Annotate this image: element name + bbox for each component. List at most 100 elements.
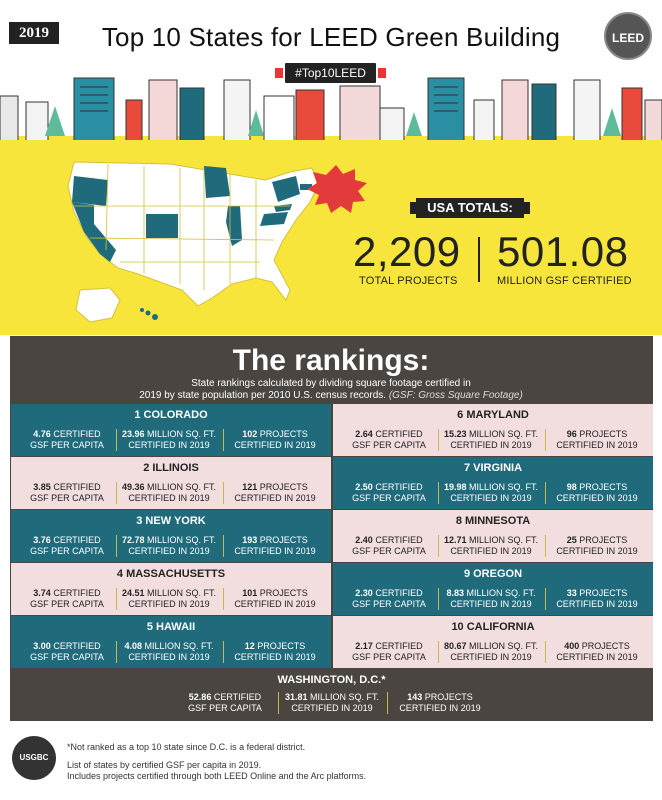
state-name: 10 CALIFORNIA — [451, 621, 535, 633]
usgbc-logo: USGBC — [12, 736, 56, 780]
million-sqft: 19.98 MILLION SQ. FT. CERTIFIED IN 2019 — [443, 482, 539, 503]
divider — [116, 482, 117, 504]
state-card: 5 HAWAII 3.00 CERTIFIED GSF PER CAPITA 4.08… — [11, 616, 331, 668]
state-name: 9 OREGON — [463, 568, 523, 580]
state-alaska — [75, 287, 121, 323]
million-sqft: 4.08 MILLION SQ. FT. CERTIFIED IN 2019 — [124, 641, 214, 662]
state-name: 6 MARYLAND — [457, 409, 529, 421]
divider — [545, 588, 546, 610]
million-sqft: 8.83 MILLION SQ. FT. CERTIFIED IN 2019 — [446, 588, 536, 609]
divider — [545, 429, 546, 451]
dc-gsf-per-capita: 52.86 CERTIFIED GSF PER CAPITA — [188, 692, 262, 713]
million-sqft: 12.71 MILLION SQ. FT. CERTIFIED IN 2019 — [443, 535, 539, 556]
state-oregon — [72, 176, 108, 206]
year-badge: 2019 — [9, 22, 59, 44]
divider — [438, 429, 439, 451]
projects-count: 101 PROJECTS CERTIFIED IN 2019 — [234, 588, 316, 609]
gsf-per-capita: 3.76 CERTIFIED GSF PER CAPITA — [30, 535, 104, 556]
gsf-per-capita: 2.30 CERTIFIED GSF PER CAPITA — [352, 588, 426, 609]
projects-count: 193 PROJECTS CERTIFIED IN 2019 — [234, 535, 316, 556]
million-sqft: 80.67 MILLION SQ. FT. CERTIFIED IN 2019 — [443, 641, 539, 662]
state-card: 3 NEW YORK 3.76 CERTIFIED GSF PER CAPITA 72… — [11, 510, 331, 562]
divider — [223, 535, 224, 557]
wow-burst-icon — [307, 165, 367, 213]
state-card: 4 MASSACHUSETTS 3.74 CERTIFIED GSF PER CAP… — [11, 563, 331, 615]
hashtag-label: #Top10LEED — [275, 63, 386, 83]
state-card: 6 MARYLAND 2.64 CERTIFIED GSF PER CAPITA 15… — [333, 404, 653, 456]
state-card: 1 COLORADO 4.76 CERTIFIED GSF PER CAPITA 23… — [11, 404, 331, 456]
divider — [545, 641, 546, 663]
projects-count: 102 PROJECTS CERTIFIED IN 2019 — [234, 429, 316, 450]
dc-million-sqft: 31.81 MILLION SQ. FT. CERTIFIED IN 2019 — [284, 692, 380, 713]
state-name: 2 ILLINOIS — [143, 462, 199, 474]
million-sqft: 49.36 MILLION SQ. FT. CERTIFIED IN 2019 — [121, 482, 217, 503]
million-sqft: 23.96 MILLION SQ. FT. CERTIFIED IN 2019 — [121, 429, 217, 450]
state-card: 10 CALIFORNIA 2.17 CERTIFIED GSF PER CAPIT… — [333, 616, 653, 668]
state-colorado — [146, 214, 178, 238]
gsf-per-capita: 3.00 CERTIFIED GSF PER CAPITA — [30, 641, 104, 662]
state-name: 1 COLORADO — [134, 409, 208, 421]
total-gsf-label: MILLION GSF CERTIFIED — [497, 275, 632, 287]
dc-name: WASHINGTON, D.C.* — [277, 674, 386, 686]
divider — [438, 641, 439, 663]
state-california — [72, 202, 116, 262]
state-name: 5 HAWAII — [146, 621, 196, 633]
dc-card: WASHINGTON, D.C.* 52.86 CERTIFIED GSF PER… — [10, 670, 653, 720]
usa-totals-label: USA TOTALS: — [410, 198, 530, 218]
projects-count: 96 PROJECTS CERTIFIED IN 2019 — [556, 429, 638, 450]
rankings-heading: The rankings: — [232, 344, 430, 377]
divider — [223, 641, 224, 663]
divider — [223, 588, 224, 610]
divider — [116, 588, 117, 610]
total-gsf-value: 501.08 — [497, 228, 629, 275]
state-name: 7 VIRGINIA — [463, 462, 523, 474]
gsf-per-capita: 2.64 CERTIFIED GSF PER CAPITA — [352, 429, 426, 450]
gsf-per-capita: 2.17 CERTIFIED GSF PER CAPITA — [352, 641, 426, 662]
footnote: *Not ranked as a top 10 state since D.C.… — [67, 742, 306, 752]
divider — [438, 588, 439, 610]
state-card: 7 VIRGINIA 2.50 CERTIFIED GSF PER CAPITA 19… — [333, 457, 653, 509]
gsf-per-capita: 3.85 CERTIFIED GSF PER CAPITA — [30, 482, 104, 503]
gsf-per-capita: 4.76 CERTIFIED GSF PER CAPITA — [30, 429, 104, 450]
gsf-per-capita: 2.50 CERTIFIED GSF PER CAPITA — [352, 482, 426, 503]
projects-count: 121 PROJECTS CERTIFIED IN 2019 — [234, 482, 316, 503]
gsf-per-capita: 3.74 CERTIFIED GSF PER CAPITA — [30, 588, 104, 609]
building — [0, 77, 662, 148]
projects-count: 400 PROJECTS CERTIFIED IN 2019 — [556, 641, 638, 662]
divider — [438, 482, 439, 504]
divider — [116, 429, 117, 451]
divider — [223, 429, 224, 451]
projects-count: 12 PROJECTS CERTIFIED IN 2019 — [234, 641, 316, 662]
million-sqft: 72.78 MILLION SQ. FT. CERTIFIED IN 2019 — [121, 535, 217, 556]
state-card: 8 MINNESOTA 2.40 CERTIFIED GSF PER CAPITA 1… — [333, 510, 653, 562]
state-minnesota — [204, 166, 230, 198]
usa-map — [67, 161, 319, 323]
total-projects-label: TOTAL PROJECTS — [359, 275, 458, 287]
divider — [116, 641, 117, 663]
rankings-description: State rankings calculated by dividing sq… — [139, 378, 523, 401]
divider — [438, 535, 439, 557]
total-projects-value: 2,209 — [353, 228, 461, 275]
state-virginia — [260, 212, 288, 226]
state-name: 8 MINNESOTA — [455, 515, 531, 527]
leed-logo: LEED — [604, 12, 652, 60]
projects-count: 33 PROJECTS CERTIFIED IN 2019 — [556, 588, 638, 609]
state-new-york — [272, 176, 300, 202]
state-hawaii — [140, 308, 158, 320]
methodology-note: List of states by certified GSF per capi… — [67, 760, 367, 781]
divider — [278, 692, 279, 714]
state-massachusetts — [300, 184, 312, 190]
divider — [387, 692, 388, 714]
state-name: 3 NEW YORK — [136, 515, 206, 527]
divider — [116, 535, 117, 557]
million-sqft: 15.23 MILLION SQ. FT. CERTIFIED IN 2019 — [443, 429, 539, 450]
gsf-per-capita: 2.40 CERTIFIED GSF PER CAPITA — [352, 535, 426, 556]
million-sqft: 24.51 MILLION SQ. FT. CERTIFIED IN 2019 — [121, 588, 217, 609]
state-card: 2 ILLINOIS 3.85 CERTIFIED GSF PER CAPITA 49… — [11, 457, 331, 509]
divider — [545, 482, 546, 504]
dc-projects: 143 PROJECTS CERTIFIED IN 2019 — [399, 692, 481, 713]
tree — [45, 106, 621, 136]
page-title: Top 10 States for LEED Green Building — [101, 22, 561, 52]
state-name: 4 MASSACHUSETTS — [116, 568, 226, 580]
divider — [223, 482, 224, 504]
